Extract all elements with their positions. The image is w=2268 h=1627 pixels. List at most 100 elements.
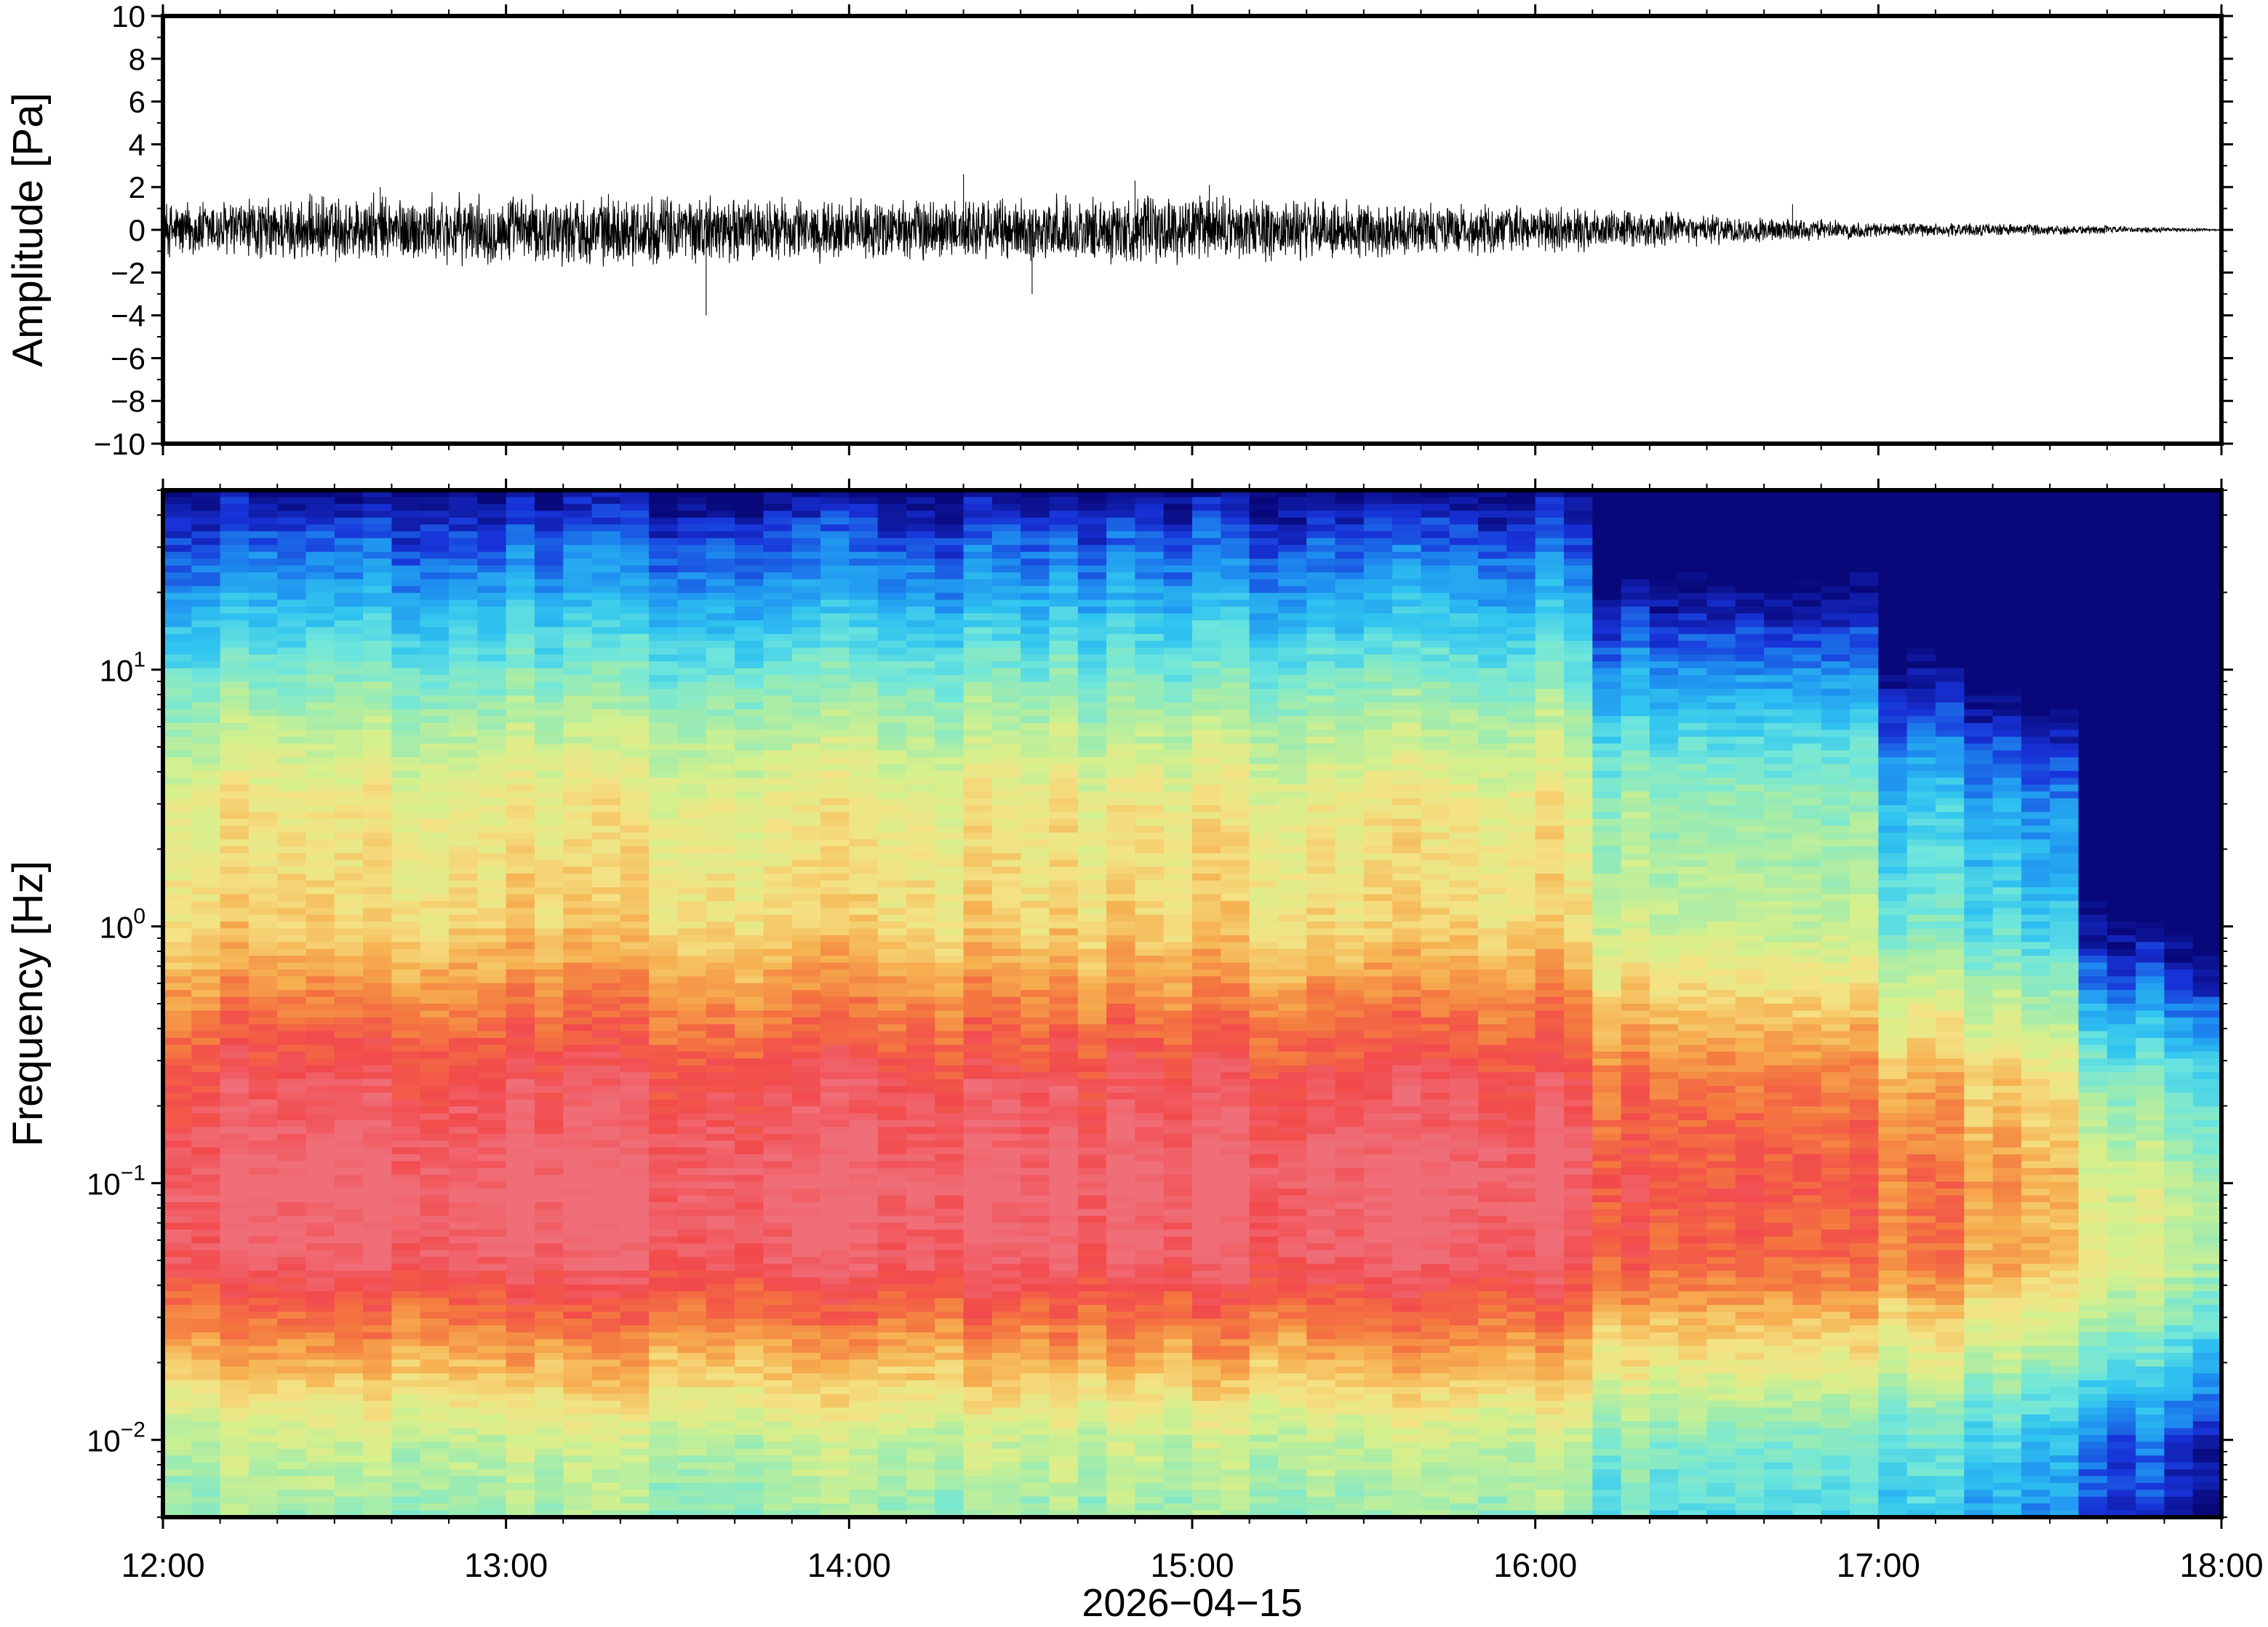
spectrogram-cell	[677, 935, 707, 943]
spectrogram-cell	[449, 1482, 479, 1491]
spectrogram-cell	[706, 1503, 735, 1511]
spectrogram-cell	[763, 1188, 793, 1196]
spectrogram-cell	[477, 1188, 507, 1196]
spectrogram-cell	[677, 503, 707, 512]
spectrogram-cell	[449, 1167, 479, 1176]
spectrogram-cell	[248, 511, 279, 519]
spectrogram-cell	[849, 777, 879, 785]
spectrogram-cell	[191, 757, 221, 765]
spectrogram-cell	[620, 633, 650, 641]
spectrogram-cell	[391, 668, 421, 676]
spectrogram-cell	[163, 784, 193, 792]
spectrogram-cell	[791, 627, 821, 635]
spectrogram-cell	[534, 579, 564, 587]
spectrogram-cell	[191, 517, 221, 525]
spectrogram-cell	[477, 1455, 507, 1463]
spectrogram-cell	[963, 1072, 993, 1080]
spectrogram-cell	[1021, 1373, 1050, 1381]
spectrogram-cell	[391, 613, 421, 621]
spectrogram-cell	[363, 1147, 393, 1155]
spectrogram-cell	[620, 1195, 650, 1203]
spectrogram-cell	[963, 942, 993, 950]
spectrogram-cell	[677, 490, 707, 498]
spectrogram-cell	[935, 1407, 965, 1415]
spectrogram-cell	[763, 1229, 793, 1237]
spectrogram-cell	[391, 1332, 421, 1340]
spectrogram-cell	[1077, 976, 1107, 984]
spectrogram-cell	[1021, 1113, 1050, 1121]
spectrogram-cell	[248, 1400, 279, 1409]
spectrogram-cell	[563, 1181, 593, 1189]
spectrogram-cell	[706, 852, 735, 861]
spectrogram-cell	[477, 1106, 507, 1114]
spectrogram-cell	[1021, 1202, 1050, 1210]
spectrogram-cell	[849, 1469, 879, 1477]
spectrogram-cell	[220, 661, 249, 669]
spectrogram-cell	[706, 1462, 735, 1470]
spectrogram-cell	[849, 1181, 879, 1189]
spectrogram-cell	[706, 1380, 735, 1388]
spectrogram-cell	[620, 1181, 650, 1189]
spectrogram-cell	[649, 1414, 679, 1423]
spectrogram-cell	[706, 900, 735, 909]
spectrogram-cell	[820, 1346, 850, 1354]
spectrogram-cell	[906, 613, 936, 621]
spectrogram-cell	[677, 1038, 707, 1046]
spectrogram-cell	[620, 1366, 650, 1375]
spectrogram-cell	[649, 1058, 679, 1066]
spectrogram-cell	[1021, 1428, 1050, 1436]
spectrogram-cell	[391, 852, 421, 861]
spectrogram-cell	[334, 1339, 364, 1347]
spectrogram-cell	[963, 1031, 993, 1039]
spectrogram-cell	[849, 874, 879, 882]
spectrogram-cell	[820, 1004, 850, 1012]
spectrogram-cell	[506, 531, 535, 539]
spectrogram-cell	[791, 948, 821, 956]
spectrogram-cell	[363, 1010, 393, 1018]
spectrogram-cell	[1021, 627, 1050, 635]
spectrogram-cell	[906, 743, 936, 751]
spectrogram-cell	[763, 531, 793, 539]
spectrogram-cell	[591, 716, 621, 724]
spectrogram-cell	[706, 1202, 735, 1210]
spectrogram-cell	[963, 757, 993, 765]
spectrogram-cell	[935, 565, 965, 573]
spectrogram-cell	[477, 1510, 507, 1517]
spectrogram-cell	[248, 572, 279, 580]
spectrogram-cell	[649, 928, 679, 936]
spectrogram-cell	[1049, 1346, 1079, 1354]
spectrogram-cell	[1049, 1414, 1079, 1423]
spectrogram-cell	[277, 956, 307, 964]
spectrogram-cell	[1077, 1140, 1107, 1148]
spectrogram-cell	[563, 1257, 593, 1265]
spectrogram-cell	[706, 1120, 735, 1128]
spectrogram-cell	[677, 956, 707, 964]
spectrogram-cell	[306, 866, 335, 874]
spectrogram-cell	[677, 1113, 707, 1121]
spectrogram-cell	[706, 1167, 735, 1176]
spectrogram-cell	[877, 1127, 907, 1135]
spectrogram-cell	[1049, 852, 1079, 861]
spectrogram-cell	[163, 914, 193, 922]
spectrogram-cell	[735, 531, 764, 539]
spectrogram-cell	[735, 1353, 764, 1361]
spectrogram-cell	[791, 880, 821, 888]
spectrogram-cell	[1049, 935, 1079, 943]
spectrogram-cell	[1021, 1099, 1050, 1107]
spectrogram-cell	[334, 1051, 364, 1060]
spectrogram-cell	[935, 1051, 965, 1060]
spectrogram-cell	[163, 1215, 193, 1224]
spectrogram-cell	[477, 866, 507, 874]
spectrogram-cell	[791, 620, 821, 628]
spectrogram-cell	[506, 1305, 535, 1313]
spectrogram-cell	[706, 695, 735, 703]
spectrogram-cell	[906, 866, 936, 874]
spectrogram-cell	[191, 996, 221, 1004]
spectrogram-cell	[1049, 942, 1079, 950]
spectrogram-cell	[877, 798, 907, 806]
spectrogram-cell	[649, 1387, 679, 1395]
spectrogram-cell	[649, 1366, 679, 1375]
spectrogram-cell	[963, 866, 993, 874]
spectrogram-cell	[706, 812, 735, 820]
spectrogram-cell	[248, 976, 279, 984]
